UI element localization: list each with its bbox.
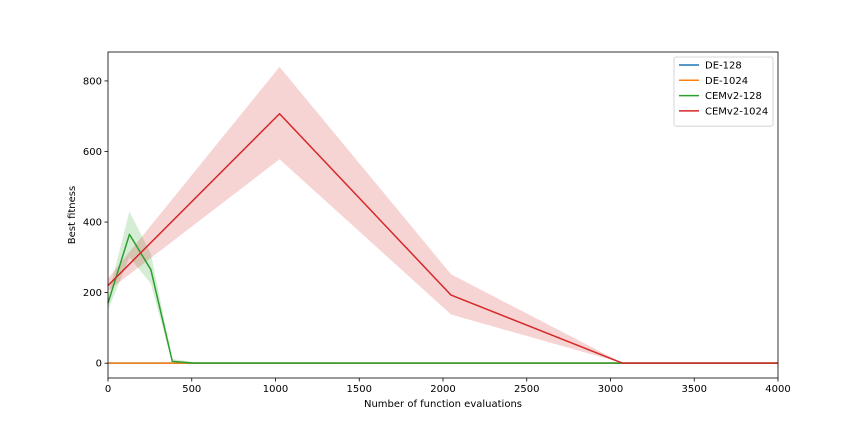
confidence-bands bbox=[108, 66, 778, 364]
y-axis-label: Best fitness bbox=[67, 186, 78, 244]
line-cemv2-128 bbox=[107, 233, 778, 364]
y-axis-ticks: 0 200 400 600 800 bbox=[83, 76, 108, 370]
x-axis-ticks: 0 500 1000 1500 2000 2500 3000 3500 4000 bbox=[105, 378, 791, 395]
x-tick-label: 3500 bbox=[682, 384, 707, 395]
line-cemv2-1024 bbox=[107, 112, 778, 364]
legend-label-cemv2-1024: CEMv2-1024 bbox=[705, 106, 768, 117]
legend-entry-cemv2-128: CEMv2-128 bbox=[679, 91, 762, 102]
legend-label-cemv2-128: CEMv2-128 bbox=[705, 91, 762, 102]
legend-box bbox=[673, 56, 774, 127]
y-tick-label: 800 bbox=[83, 76, 102, 87]
y-tick-label: 400 bbox=[83, 218, 102, 229]
legend: DE-128 DE-1024 CEMv2-128 CEMv2-1024 bbox=[673, 56, 774, 127]
x-tick-label: 1000 bbox=[263, 384, 288, 395]
x-tick-label: 0 bbox=[105, 384, 111, 395]
x-tick-label: 2000 bbox=[430, 384, 455, 395]
y-tick-label: 0 bbox=[96, 359, 102, 370]
band-cemv2-1024 bbox=[108, 66, 778, 364]
legend-entry-de-1024: DE-1024 bbox=[679, 76, 748, 87]
legend-entry-de-128: DE-128 bbox=[679, 61, 742, 72]
legend-entry-cemv2-1024: CEMv2-1024 bbox=[679, 106, 768, 117]
x-tick-label: 2500 bbox=[514, 384, 539, 395]
x-tick-label: 4000 bbox=[765, 384, 790, 395]
series-lines bbox=[107, 112, 778, 364]
x-tick-label: 3000 bbox=[598, 384, 623, 395]
y-tick-label: 600 bbox=[83, 147, 102, 158]
y-tick-label: 200 bbox=[83, 288, 102, 299]
x-axis-label: Number of function evaluations bbox=[364, 399, 522, 410]
x-tick-label: 1500 bbox=[347, 384, 372, 395]
legend-label-de-128: DE-128 bbox=[705, 61, 742, 72]
legend-label-de-1024: DE-1024 bbox=[705, 76, 748, 87]
x-tick-label: 500 bbox=[182, 384, 201, 395]
